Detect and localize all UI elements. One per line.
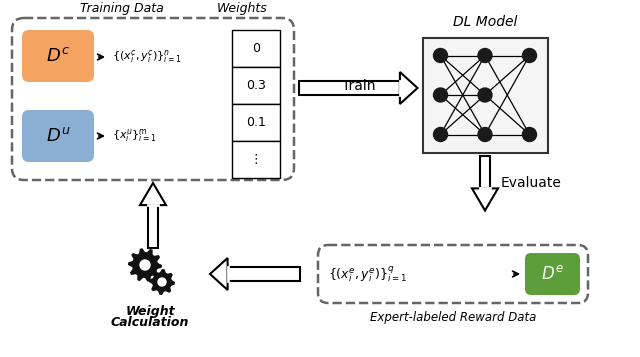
Circle shape (158, 278, 166, 286)
Polygon shape (140, 183, 166, 205)
Bar (232, 30, 280, 67)
Text: $\{(x_i^e, y_i^e)\}_{i=1}^q$: $\{(x_i^e, y_i^e)\}_{i=1}^q$ (328, 264, 408, 284)
Bar (232, 141, 280, 178)
Text: $\{x_i^u\}_{i=1}^m$: $\{x_i^u\}_{i=1}^m$ (112, 127, 157, 145)
Circle shape (433, 49, 447, 62)
Text: Evaluate: Evaluate (501, 176, 562, 190)
Text: DL Model: DL Model (453, 15, 517, 30)
Bar (299, 81, 400, 95)
Polygon shape (400, 72, 417, 104)
Text: $D^e$: $D^e$ (541, 265, 564, 283)
Circle shape (478, 127, 492, 141)
Polygon shape (149, 269, 175, 295)
Text: $D^u$: $D^u$ (45, 127, 70, 145)
Polygon shape (472, 188, 498, 211)
Text: ⋮: ⋮ (250, 153, 262, 166)
Polygon shape (210, 258, 228, 290)
Circle shape (433, 88, 447, 102)
Circle shape (478, 49, 492, 62)
Circle shape (478, 88, 492, 102)
Circle shape (522, 49, 536, 62)
Bar (479, 156, 490, 188)
Circle shape (140, 260, 150, 270)
Text: Train: Train (342, 79, 375, 93)
Text: $\{(x_i^c, y_i^c)\}_{i=1}^n$: $\{(x_i^c, y_i^c)\}_{i=1}^n$ (112, 49, 182, 65)
Bar (148, 205, 159, 248)
Text: Training Data: Training Data (80, 2, 164, 15)
Polygon shape (128, 248, 162, 282)
Bar (422, 37, 547, 152)
Circle shape (522, 127, 536, 141)
FancyBboxPatch shape (22, 30, 94, 82)
Bar (232, 67, 280, 104)
FancyBboxPatch shape (22, 110, 94, 162)
Text: $D^c$: $D^c$ (46, 47, 70, 65)
Bar (228, 267, 300, 281)
Text: 0.1: 0.1 (246, 116, 266, 129)
Text: Weight: Weight (125, 305, 175, 318)
Text: Calculation: Calculation (111, 316, 189, 329)
FancyBboxPatch shape (525, 253, 580, 295)
Text: 0.3: 0.3 (246, 79, 266, 92)
Bar (232, 104, 280, 141)
Text: Expert-labeled Reward Data: Expert-labeled Reward Data (370, 311, 536, 324)
Text: 0: 0 (252, 42, 260, 55)
Text: Weights: Weights (216, 2, 268, 15)
Circle shape (433, 127, 447, 141)
